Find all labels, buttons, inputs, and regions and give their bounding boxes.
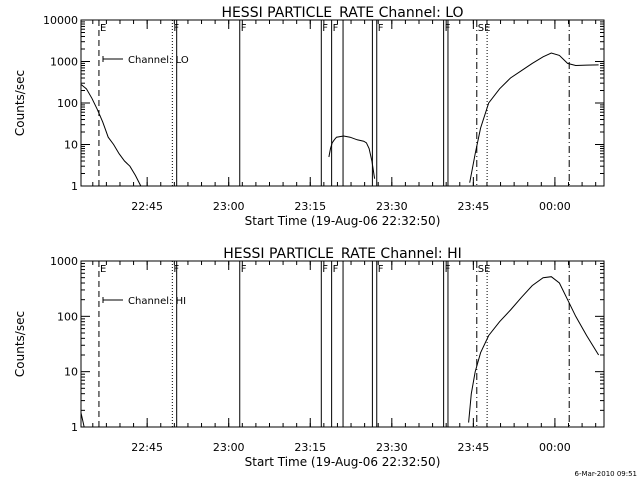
y-axis-label: Counts/sec bbox=[13, 311, 27, 377]
series-line bbox=[81, 412, 85, 427]
chart-title: HESSI PARTICLE_RATE Channel: LO bbox=[221, 5, 463, 21]
series-line bbox=[328, 135, 376, 179]
x-tick-label: 23:30 bbox=[376, 200, 408, 213]
event-marker-label: E bbox=[100, 23, 106, 34]
y-tick-label: 1000 bbox=[50, 56, 78, 69]
x-tick-label: 22:45 bbox=[131, 200, 163, 213]
chart-channel-lo: HESSI PARTICLE_RATE Channel: LO 1 10 100 100… bbox=[13, 5, 605, 228]
x-tick-label: 23:30 bbox=[376, 441, 408, 454]
x-tick-label: 23:45 bbox=[458, 200, 490, 213]
plot-frame bbox=[80, 260, 605, 428]
y-tick-label: 10 bbox=[64, 139, 78, 152]
legend-label: Channel: LO bbox=[128, 55, 189, 66]
series-line bbox=[469, 52, 599, 183]
series-group bbox=[81, 52, 599, 186]
event-marker-label: F bbox=[241, 264, 247, 275]
event-marker-label: SE bbox=[478, 264, 491, 275]
y-tick-label: 100 bbox=[57, 310, 78, 323]
event-marker-label: F bbox=[322, 264, 328, 275]
x-tick-label: 23:15 bbox=[294, 441, 326, 454]
y-tick-label: 100 bbox=[57, 97, 78, 110]
x-tick-label: 00:00 bbox=[539, 200, 571, 213]
chart-title: HESSI PARTICLE_RATE Channel: HI bbox=[223, 246, 461, 262]
x-tick-label: 00:00 bbox=[539, 441, 571, 454]
x-tick-label: 23:00 bbox=[213, 441, 245, 454]
footer-timestamp: 6-Mar-2010 09:51 bbox=[575, 470, 637, 478]
x-axis-label: Start Time (19-Aug-06 22:32:50) bbox=[245, 214, 441, 228]
x-tick-label: 23:00 bbox=[213, 200, 245, 213]
y-axis-label: Counts/sec bbox=[13, 70, 27, 136]
chart-channel-hi: HESSI PARTICLE_RATE Channel: HI 1 10 100 100… bbox=[13, 246, 605, 469]
event-marker-label: F bbox=[378, 23, 384, 34]
event-marker-label: F bbox=[241, 23, 247, 34]
event-marker-label: SE bbox=[478, 23, 491, 34]
legend-label: Channel: HI bbox=[128, 296, 186, 307]
event-marker-label: F bbox=[322, 23, 328, 34]
x-axis-label: Start Time (19-Aug-06 22:32:50) bbox=[245, 455, 441, 469]
event-marker-label: F bbox=[378, 264, 384, 275]
y-tick-label: 1 bbox=[71, 180, 78, 193]
series-group bbox=[81, 276, 600, 427]
y-tick-label: 10000 bbox=[43, 14, 78, 27]
y-tick-label: 10 bbox=[64, 366, 78, 379]
series-line bbox=[468, 276, 600, 423]
x-tick-label: 23:45 bbox=[458, 441, 490, 454]
y-tick-label: 1000 bbox=[50, 255, 78, 268]
y-tick-label: 1 bbox=[71, 421, 78, 434]
event-marker-label: F bbox=[333, 264, 339, 275]
event-marker-label: E bbox=[100, 264, 106, 275]
series-line bbox=[81, 84, 142, 186]
x-tick-label: 23:15 bbox=[294, 200, 326, 213]
x-tick-label: 22:45 bbox=[131, 441, 163, 454]
plot-frame bbox=[80, 19, 605, 187]
event-marker-label: F bbox=[333, 23, 339, 34]
